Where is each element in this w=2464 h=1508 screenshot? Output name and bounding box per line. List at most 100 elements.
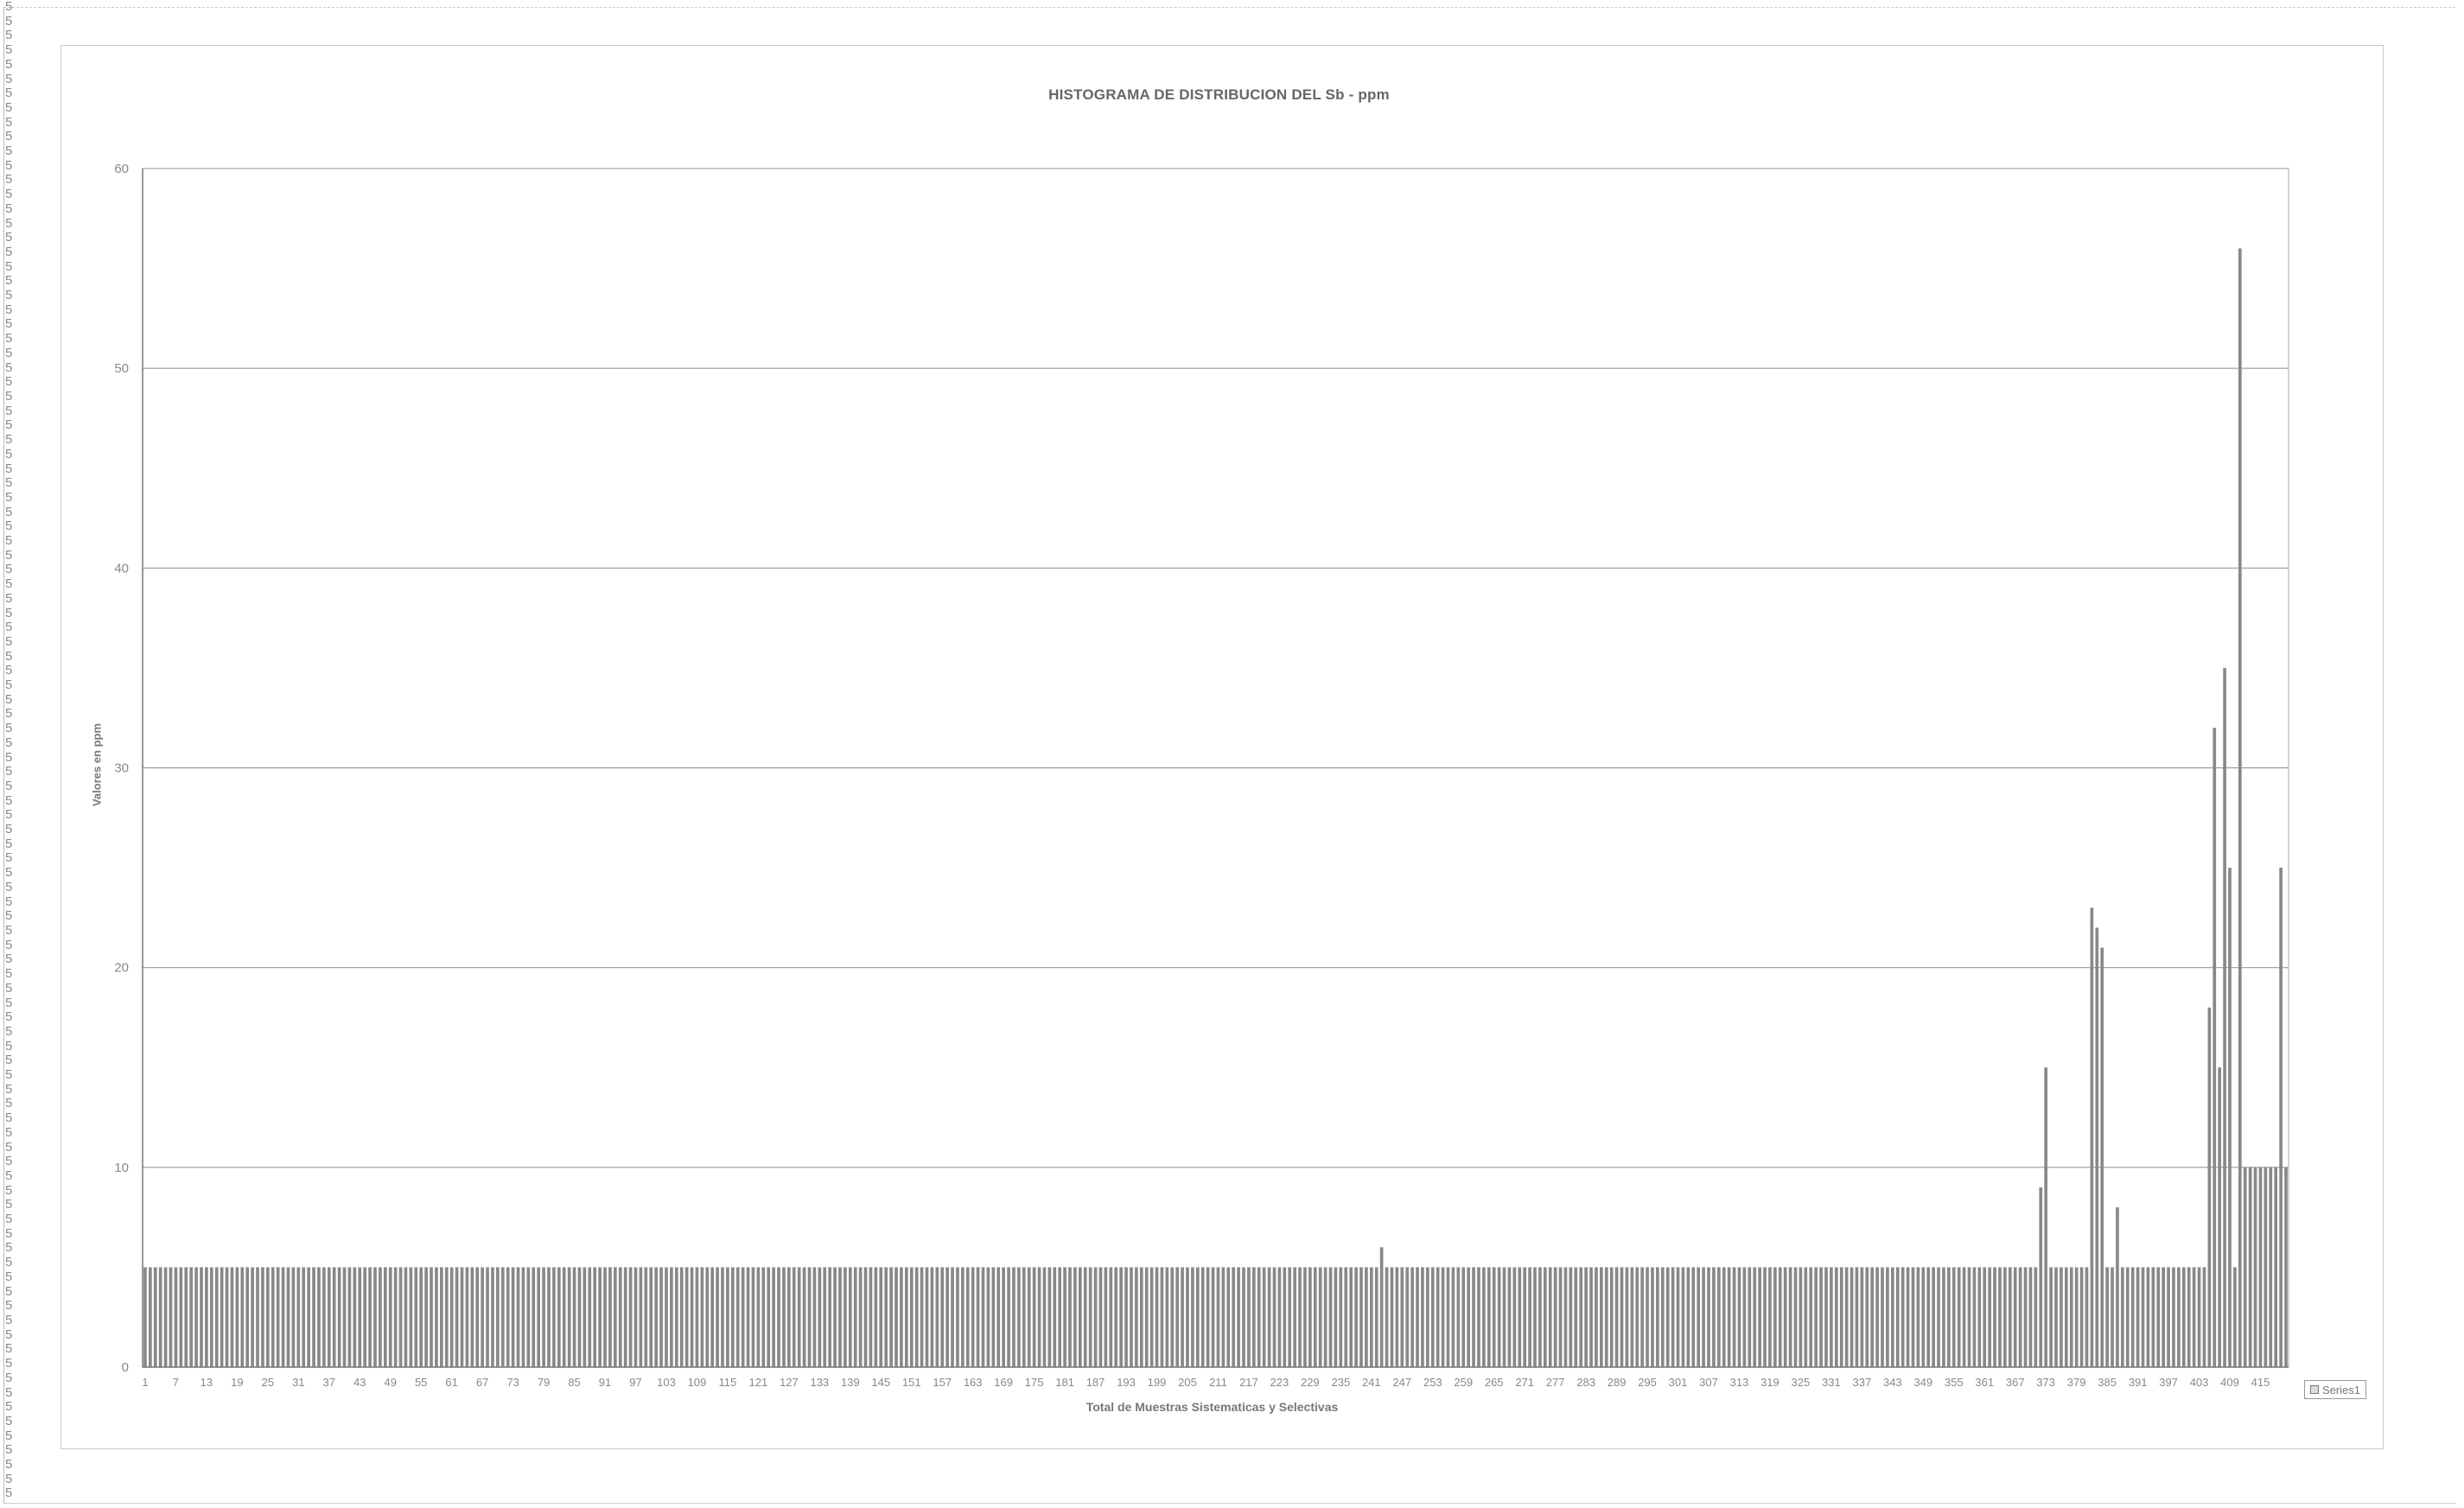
bar <box>1313 1267 1317 1367</box>
left-margin-char: 5 <box>5 1457 13 1473</box>
left-margin-char: 5 <box>5 71 13 86</box>
bar <box>659 1267 663 1367</box>
left-margin-char: 5 <box>5 576 13 592</box>
bar <box>302 1267 306 1367</box>
bar <box>2069 1267 2073 1367</box>
bar <box>1318 1267 1322 1367</box>
x-tick-label: 37 <box>323 1376 335 1389</box>
page-border <box>3 7 2455 1504</box>
bar <box>163 1267 168 1367</box>
bar <box>1507 1267 1512 1367</box>
bar <box>363 1267 367 1367</box>
bar <box>1778 1267 1782 1367</box>
bar <box>654 1267 658 1367</box>
bar <box>628 1267 633 1367</box>
bar <box>2116 1207 2119 1367</box>
left-margin-char: 5 <box>5 99 13 115</box>
bar <box>1819 1267 1823 1367</box>
left-margin-char: 5 <box>5 374 13 390</box>
left-margin-char: 5 <box>5 1486 13 1501</box>
left-margin-char: 5 <box>5 1124 13 1140</box>
bar <box>240 1267 245 1367</box>
bar <box>1625 1267 1629 1367</box>
left-margin-char: 5 <box>5 1442 13 1458</box>
bar <box>1656 1267 1659 1367</box>
bar <box>869 1267 873 1367</box>
bar <box>1012 1267 1016 1367</box>
bar <box>639 1267 643 1367</box>
bar <box>1144 1267 1149 1367</box>
bar <box>1716 1267 1721 1367</box>
bar <box>1886 1267 1889 1367</box>
x-tick-label: 157 <box>933 1376 952 1389</box>
bar <box>1947 1267 1951 1367</box>
x-tick-label: 67 <box>476 1376 488 1389</box>
bar <box>2162 1267 2165 1367</box>
bar <box>1860 1267 1864 1367</box>
bar <box>2085 1267 2089 1367</box>
bar <box>500 1267 505 1367</box>
bar <box>1548 1267 1552 1367</box>
bar <box>1574 1267 1578 1367</box>
x-tick-label: 169 <box>994 1376 1013 1389</box>
left-margin-char: 5 <box>5 778 13 793</box>
bar <box>1988 1267 1991 1367</box>
bar <box>603 1267 607 1367</box>
bar <box>900 1267 903 1367</box>
bar <box>1405 1267 1410 1367</box>
bar <box>2028 1267 2033 1367</box>
bar <box>1002 1267 1005 1367</box>
bar <box>2263 1167 2268 1367</box>
bar <box>332 1267 336 1367</box>
x-tick-label: 301 <box>1669 1376 1688 1389</box>
bar <box>506 1267 510 1367</box>
bar <box>2192 1267 2196 1367</box>
x-tick-label: 307 <box>1699 1376 1718 1389</box>
bar <box>281 1267 285 1367</box>
bar <box>1998 1267 2002 1367</box>
bar <box>797 1267 801 1367</box>
bar <box>746 1267 750 1367</box>
bar <box>1237 1267 1240 1367</box>
bar <box>1027 1267 1031 1367</box>
bar <box>1149 1267 1154 1367</box>
left-margin-char: 5 <box>5 648 13 664</box>
bar <box>1410 1267 1414 1367</box>
bar <box>1911 1267 1915 1367</box>
bar <box>965 1267 970 1367</box>
bar <box>393 1267 398 1367</box>
y-tick-label: 40 <box>114 561 129 576</box>
bar <box>286 1267 290 1367</box>
bar <box>2151 1267 2155 1367</box>
bar <box>812 1267 817 1367</box>
x-tick-label: 13 <box>201 1376 213 1389</box>
bar <box>2044 1067 2048 1367</box>
left-margin-char: 5 <box>5 620 13 635</box>
bar <box>1640 1267 1644 1367</box>
bar <box>1993 1267 1996 1367</box>
bar <box>1722 1267 1726 1367</box>
x-tick-label: 97 <box>629 1376 641 1389</box>
bar <box>200 1267 203 1367</box>
bar <box>1349 1267 1353 1367</box>
bar <box>1768 1267 1772 1367</box>
bar <box>158 1267 162 1367</box>
left-margin-char: 5 <box>5 605 13 620</box>
bar <box>1951 1267 1956 1367</box>
left-margin-char: 5 <box>5 894 13 909</box>
bar <box>598 1267 602 1367</box>
x-tick-label: 331 <box>1822 1376 1841 1389</box>
left-margin-char: 5 <box>5 706 13 722</box>
x-tick-label: 241 <box>1362 1376 1381 1389</box>
bar <box>2213 728 2217 1367</box>
bar <box>858 1267 863 1367</box>
left-margin-char: 5 <box>5 966 13 982</box>
left-margin-char: 5 <box>5 764 13 779</box>
x-tick-label: 367 <box>2006 1376 2025 1389</box>
bar <box>679 1267 684 1367</box>
x-tick-label: 337 <box>1853 1376 1872 1389</box>
left-margin-char: 5 <box>5 533 13 549</box>
bar <box>1226 1267 1231 1367</box>
bar <box>1303 1267 1307 1367</box>
x-tick-label: 103 <box>657 1376 676 1389</box>
